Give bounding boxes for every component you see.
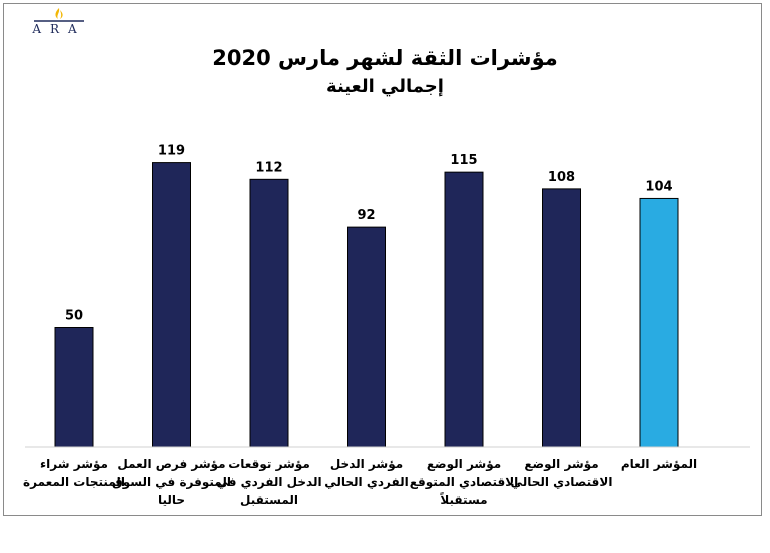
logo-text: ARA (32, 22, 86, 36)
data-label-3: 112 (255, 160, 282, 175)
category-label-2-line-1: مؤشر فرص العمل (117, 457, 225, 472)
category-label-4-line-2: الفردي الحالي (324, 475, 408, 489)
category-label-5-line-1: مؤشر الوضع (427, 457, 501, 472)
ara-logo: ARA (14, 6, 104, 40)
category-label-1-line-2: المنتجات المعمرة (23, 475, 125, 489)
chart-frame (3, 3, 762, 516)
category-label-3-line-2: الدخل الفردي في (216, 475, 321, 489)
bar-6 (542, 188, 581, 448)
flame-icon (34, 8, 84, 22)
category-label-2-line-2: المتوفرة في السوق (112, 475, 231, 490)
category-label-7-line-1: المؤشر العام (621, 457, 697, 472)
category-label-5-line-3: مستقبلاً (440, 492, 488, 507)
bar-5 (444, 171, 484, 448)
category-label-2-line-3: حاليا (158, 493, 185, 507)
category-label-5-line-2: الاقتصادي المتوقع (410, 475, 519, 490)
data-label-5: 115 (450, 153, 477, 168)
chart-title: مؤشرات الثقة لشهر مارس 2020 (212, 46, 558, 70)
category-label-1-line-1: مؤشر شراء (40, 457, 108, 472)
category-label-6-line-2: الاقتصادي الحالي (511, 475, 613, 489)
bar-3 (249, 178, 289, 448)
category-label-4-line-1: مؤشر الدخل (330, 457, 403, 472)
data-label-1: 50 (65, 309, 83, 324)
bar-1 (54, 327, 94, 448)
data-label-7: 104 (645, 179, 672, 194)
category-label-6-line-1: مؤشر الوضع (524, 457, 598, 472)
bar-7 (639, 197, 679, 448)
data-label-6: 108 (548, 170, 575, 185)
bar-4 (347, 226, 386, 448)
chart-subtitle: إجمالي العينة (326, 76, 444, 97)
bar-2 (152, 162, 191, 448)
data-label-2: 119 (158, 144, 185, 159)
category-label-3-line-1: مؤشر توقعات (228, 457, 310, 472)
category-label-3-line-3: المستقبل (240, 493, 298, 507)
data-label-4: 92 (357, 208, 375, 223)
